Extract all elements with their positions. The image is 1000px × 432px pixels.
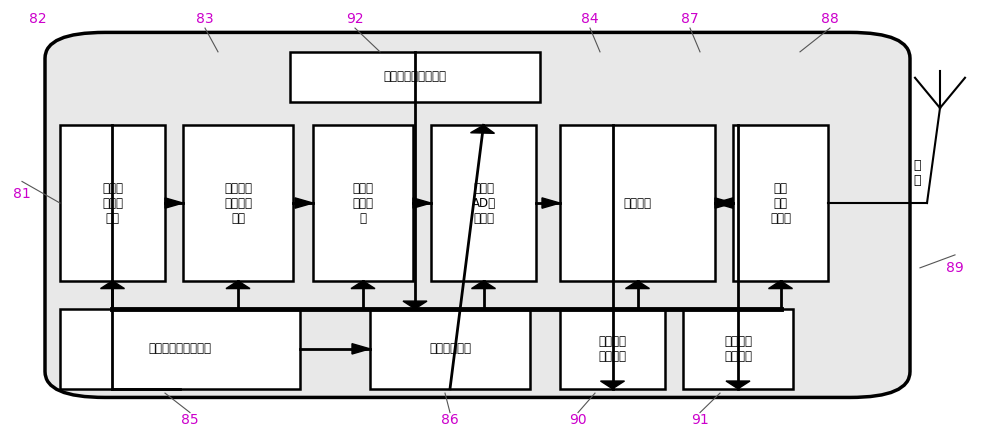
Text: 88: 88 <box>821 13 839 26</box>
Polygon shape <box>413 198 431 208</box>
Text: 84: 84 <box>581 13 599 26</box>
Polygon shape <box>715 198 733 208</box>
Text: 86: 86 <box>441 413 459 427</box>
Text: 可编程放
大及滤波
电路: 可编程放 大及滤波 电路 <box>224 181 252 225</box>
FancyBboxPatch shape <box>313 125 413 281</box>
Polygon shape <box>403 301 427 309</box>
FancyBboxPatch shape <box>431 125 536 281</box>
FancyBboxPatch shape <box>683 309 793 389</box>
Text: 85: 85 <box>181 413 199 427</box>
FancyBboxPatch shape <box>60 125 165 281</box>
Text: 电池及电源管理电路: 电池及电源管理电路 <box>384 70 446 83</box>
FancyBboxPatch shape <box>290 52 540 102</box>
Text: 87: 87 <box>681 13 699 26</box>
FancyBboxPatch shape <box>370 309 530 389</box>
Polygon shape <box>626 281 650 289</box>
Text: 体内
射频
收发器: 体内 射频 收发器 <box>770 181 791 225</box>
FancyBboxPatch shape <box>60 309 300 389</box>
Text: 90: 90 <box>569 413 587 427</box>
Text: 均方根
拾取电
路: 均方根 拾取电 路 <box>352 181 374 225</box>
Text: 82: 82 <box>29 13 47 26</box>
FancyBboxPatch shape <box>183 125 293 281</box>
Polygon shape <box>768 281 792 289</box>
FancyBboxPatch shape <box>560 125 715 281</box>
Text: 交变磁
信号传
感器: 交变磁 信号传 感器 <box>102 181 123 225</box>
Text: 激磁时间
调节电路: 激磁时间 调节电路 <box>598 335 626 363</box>
Text: 83: 83 <box>196 13 214 26</box>
Text: 89: 89 <box>946 261 964 275</box>
Polygon shape <box>352 344 370 354</box>
Polygon shape <box>165 198 183 208</box>
Text: 姿态角检测体内电路: 姿态角检测体内电路 <box>148 342 212 356</box>
Polygon shape <box>542 198 560 208</box>
Polygon shape <box>351 281 375 289</box>
Polygon shape <box>726 381 750 389</box>
FancyBboxPatch shape <box>733 125 828 281</box>
Polygon shape <box>472 281 496 289</box>
FancyBboxPatch shape <box>560 309 665 389</box>
Text: 采样及
AD转
换电路: 采样及 AD转 换电路 <box>471 181 496 225</box>
Polygon shape <box>600 381 624 389</box>
Text: 激磁强度
调节电路: 激磁强度 调节电路 <box>724 335 752 363</box>
Polygon shape <box>471 125 494 133</box>
Polygon shape <box>100 281 124 289</box>
Text: 信号处理电路: 信号处理电路 <box>429 342 471 356</box>
Text: 91: 91 <box>691 413 709 427</box>
Text: 微控制器: 微控制器 <box>624 197 652 210</box>
Text: 天
线: 天 线 <box>913 159 921 187</box>
Polygon shape <box>295 198 313 208</box>
Polygon shape <box>715 198 733 208</box>
FancyBboxPatch shape <box>45 32 910 397</box>
Text: 92: 92 <box>346 13 364 26</box>
Text: 81: 81 <box>13 187 31 201</box>
Polygon shape <box>226 281 250 289</box>
